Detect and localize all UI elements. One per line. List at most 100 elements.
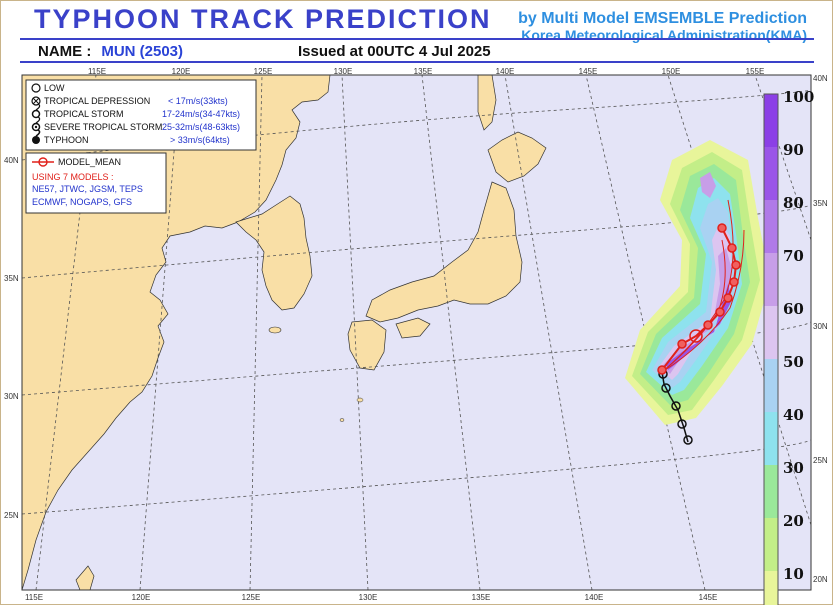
- colorbar-segment: [764, 359, 778, 412]
- colorbar-label: 20: [783, 512, 804, 530]
- top-lon-label: 135E: [414, 67, 433, 76]
- top-lon-label: 140E: [496, 67, 515, 76]
- legend-ts: TROPICAL STORM: [44, 109, 124, 119]
- typhoon-name-row: NAME : MUN (2503): [38, 43, 183, 60]
- bottom-lon-label: 125E: [242, 593, 261, 602]
- models-line1: NE57, JTWC, JGSM, TEPS: [32, 184, 143, 194]
- subtitle-model: by Multi Model EMSEMBLE Prediction: [518, 10, 807, 27]
- top-lon-label: 150E: [662, 67, 681, 76]
- left-lat-label: 30N: [4, 392, 19, 401]
- colorbar-segment: [764, 306, 778, 359]
- mean-position-marker: [677, 339, 687, 349]
- storm-symbol-ts: [677, 419, 687, 429]
- mean-position-marker: [715, 307, 725, 317]
- bottom-lon-label: 120E: [132, 593, 151, 602]
- bottom-lon-label: 145E: [699, 593, 718, 602]
- header-rule-bottom: [20, 61, 814, 63]
- right-latitude-labels: 40N 35N 30N 25N 20N: [813, 74, 828, 584]
- bottom-longitude-labels: 115E 120E 125E 130E 135E 140E 145E: [25, 593, 717, 602]
- storm-symbol-ts: [661, 383, 671, 393]
- ts-symbol-icon: [31, 103, 41, 119]
- bottom-lon-label: 115E: [25, 593, 43, 602]
- model-mean-track: [657, 223, 741, 375]
- colorbar-segment: [764, 412, 778, 465]
- typhoon-symbol-icon: [32, 129, 41, 144]
- low-symbol-icon: [31, 83, 41, 93]
- land-sakhalin: [477, 75, 497, 131]
- bottom-lon-label: 130E: [359, 593, 378, 602]
- land-honshu: [365, 181, 523, 323]
- left-lat-label: 35N: [4, 274, 19, 283]
- sts-symbol-icon: [31, 116, 41, 132]
- mean-position-marker: [703, 320, 713, 330]
- mean-position-marker: [731, 260, 741, 270]
- left-lat-label: 40N: [4, 156, 19, 165]
- td-symbol-icon: [31, 96, 41, 106]
- legend-ty: TYPHOON: [44, 135, 89, 145]
- legend-sts-speed: 25-32m/s(48-63kts): [162, 122, 240, 132]
- top-lon-label: 125E: [254, 67, 273, 76]
- colorbar-label: 30: [783, 459, 804, 477]
- land-island: [339, 418, 345, 422]
- right-lat-label: 30N: [813, 322, 828, 331]
- left-lat-label: 25N: [4, 511, 19, 520]
- map-border: [21, 74, 812, 591]
- mean-position-marker: [729, 277, 739, 287]
- land-hokkaido: [487, 131, 547, 183]
- probability-colorbar: 100 90 80 70 60 50 40 30 20 10: [763, 88, 814, 605]
- land-island: [356, 397, 364, 403]
- land-kyushu: [347, 319, 387, 371]
- page-title: TYPHOON TRACK PREDICTION: [34, 4, 492, 34]
- mean-position-marker: [689, 329, 703, 343]
- colorbar-label: 90: [783, 141, 804, 159]
- models-line2: ECMWF, NOGAPS, GFS: [32, 197, 132, 207]
- right-lat-label: 20N: [813, 575, 828, 584]
- colorbar-segment: [764, 253, 778, 306]
- colorbar-segment: [764, 571, 778, 605]
- model-mean-icon: [32, 157, 54, 167]
- land-shikoku: [395, 317, 431, 339]
- top-lon-label: 130E: [334, 67, 353, 76]
- left-latitude-labels: 40N 35N 30N 25N: [4, 156, 19, 520]
- mean-position-marker: [657, 365, 667, 375]
- land-taiwan: [75, 565, 95, 590]
- top-lon-label: 155E: [746, 67, 765, 76]
- mean-position-marker: [717, 223, 727, 233]
- bottom-lon-label: 135E: [472, 593, 491, 602]
- name-label: NAME :: [38, 43, 92, 60]
- colorbar-label: 50: [783, 353, 804, 371]
- land-jeju: [268, 326, 282, 334]
- colorbar-segment: [764, 200, 778, 253]
- header-rule-top: [20, 38, 814, 40]
- mean-position-marker: [727, 243, 737, 253]
- land-korea: [235, 195, 313, 311]
- mean-position-marker: [723, 293, 733, 303]
- right-lat-label: 35N: [813, 199, 828, 208]
- intensity-legend: LOW TROPICAL DEPRESSION TROPICAL STORM S…: [25, 79, 257, 151]
- right-lat-label: 25N: [813, 456, 828, 465]
- colorbar-segment: [764, 147, 778, 200]
- storm-symbol-ts: [671, 401, 681, 411]
- legend-ts-speed: 17-24m/s(34-47kts): [162, 109, 240, 119]
- model-mean-label: MODEL_MEAN: [58, 157, 121, 167]
- name-value: MUN (2503): [101, 43, 184, 60]
- colorbar-segment: [764, 518, 778, 571]
- legend-sts: SEVERE TROPICAL STORM: [44, 122, 162, 132]
- observed-track-markers: [658, 369, 693, 445]
- issued-time: Issued at 00UTC 4 Jul 2025: [298, 43, 491, 60]
- top-longitude-labels: 115E 120E 125E 130E 135E 140E 145E 150E 155E: [88, 67, 764, 76]
- right-lat-label: 40N: [813, 74, 828, 83]
- colorbar-label: 10: [783, 565, 804, 583]
- legend-td: TROPICAL DEPRESSION: [44, 96, 150, 106]
- bottom-lon-label: 140E: [585, 593, 604, 602]
- top-lon-label: 145E: [579, 67, 598, 76]
- model-legend: MODEL_MEAN USING 7 MODELS : NE57, JTWC, …: [25, 152, 167, 214]
- legend-td-speed: < 17m/s(33kts): [168, 96, 228, 106]
- models-heading: USING 7 MODELS :: [32, 172, 114, 182]
- colorbar-frame: [763, 93, 779, 605]
- legend-low: LOW: [44, 83, 65, 93]
- colorbar-label: 80: [783, 194, 804, 212]
- top-lon-label: 115E: [88, 67, 106, 76]
- legend-ty-speed: > 33m/s(64kts): [170, 135, 230, 145]
